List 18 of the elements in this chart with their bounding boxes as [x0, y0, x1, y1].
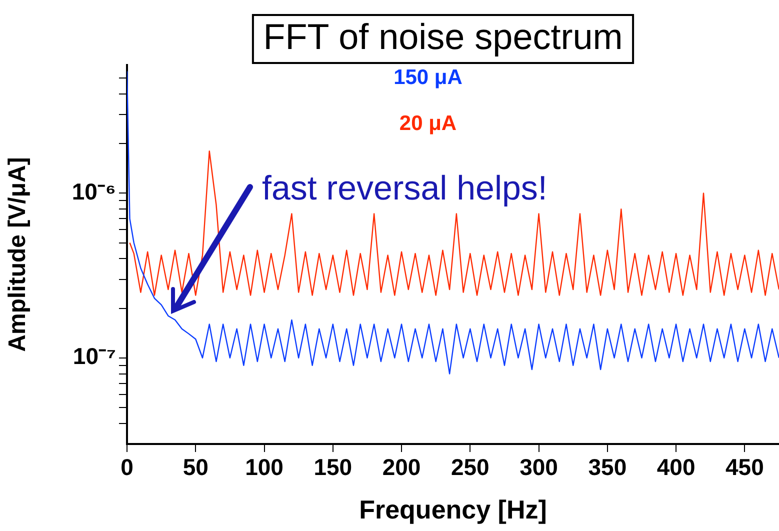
x-tick-label: 400: [656, 454, 696, 480]
text: 150 μA: [394, 66, 462, 89]
annotation: fast reversal helps!: [262, 169, 548, 208]
x-tick-label: 200: [382, 454, 421, 480]
x-tick-label: 250: [450, 454, 490, 480]
x-tick-label: 0: [120, 454, 134, 480]
text: 20 μA: [399, 112, 457, 135]
x-tick-label: 100: [245, 454, 284, 480]
x-axis-title: Frequency [Hz]: [359, 494, 547, 525]
y-tick-label: 10⁻⁷: [72, 343, 116, 370]
x-tick-label: 150: [314, 454, 352, 480]
y-axis-title: Amplitude [V/μA]: [4, 157, 32, 352]
chart-title: FFT of noise spectrum: [263, 16, 623, 57]
x-tick-label: 450: [725, 454, 764, 480]
x-tick-label: 300: [520, 454, 558, 480]
y-tick-label: 10⁻⁶: [72, 178, 116, 205]
x-tick-label: 350: [588, 454, 627, 480]
x-tick-label: 50: [182, 454, 208, 480]
